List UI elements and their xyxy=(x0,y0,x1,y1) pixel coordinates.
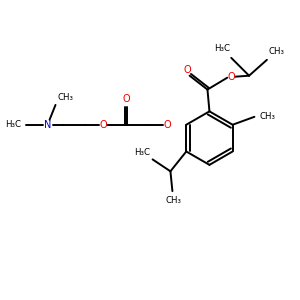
Text: H₃C: H₃C xyxy=(5,120,21,129)
Text: O: O xyxy=(122,94,130,104)
Text: H₃C: H₃C xyxy=(214,44,230,53)
Text: CH₃: CH₃ xyxy=(269,47,285,56)
Text: CH₃: CH₃ xyxy=(57,94,74,103)
Text: O: O xyxy=(99,120,107,130)
Text: CH₃: CH₃ xyxy=(165,196,182,205)
Text: O: O xyxy=(164,120,171,130)
Text: O: O xyxy=(227,72,235,82)
Text: N: N xyxy=(44,120,51,130)
Text: O: O xyxy=(184,65,191,75)
Text: CH₃: CH₃ xyxy=(259,112,275,121)
Text: H₃C: H₃C xyxy=(134,148,150,157)
